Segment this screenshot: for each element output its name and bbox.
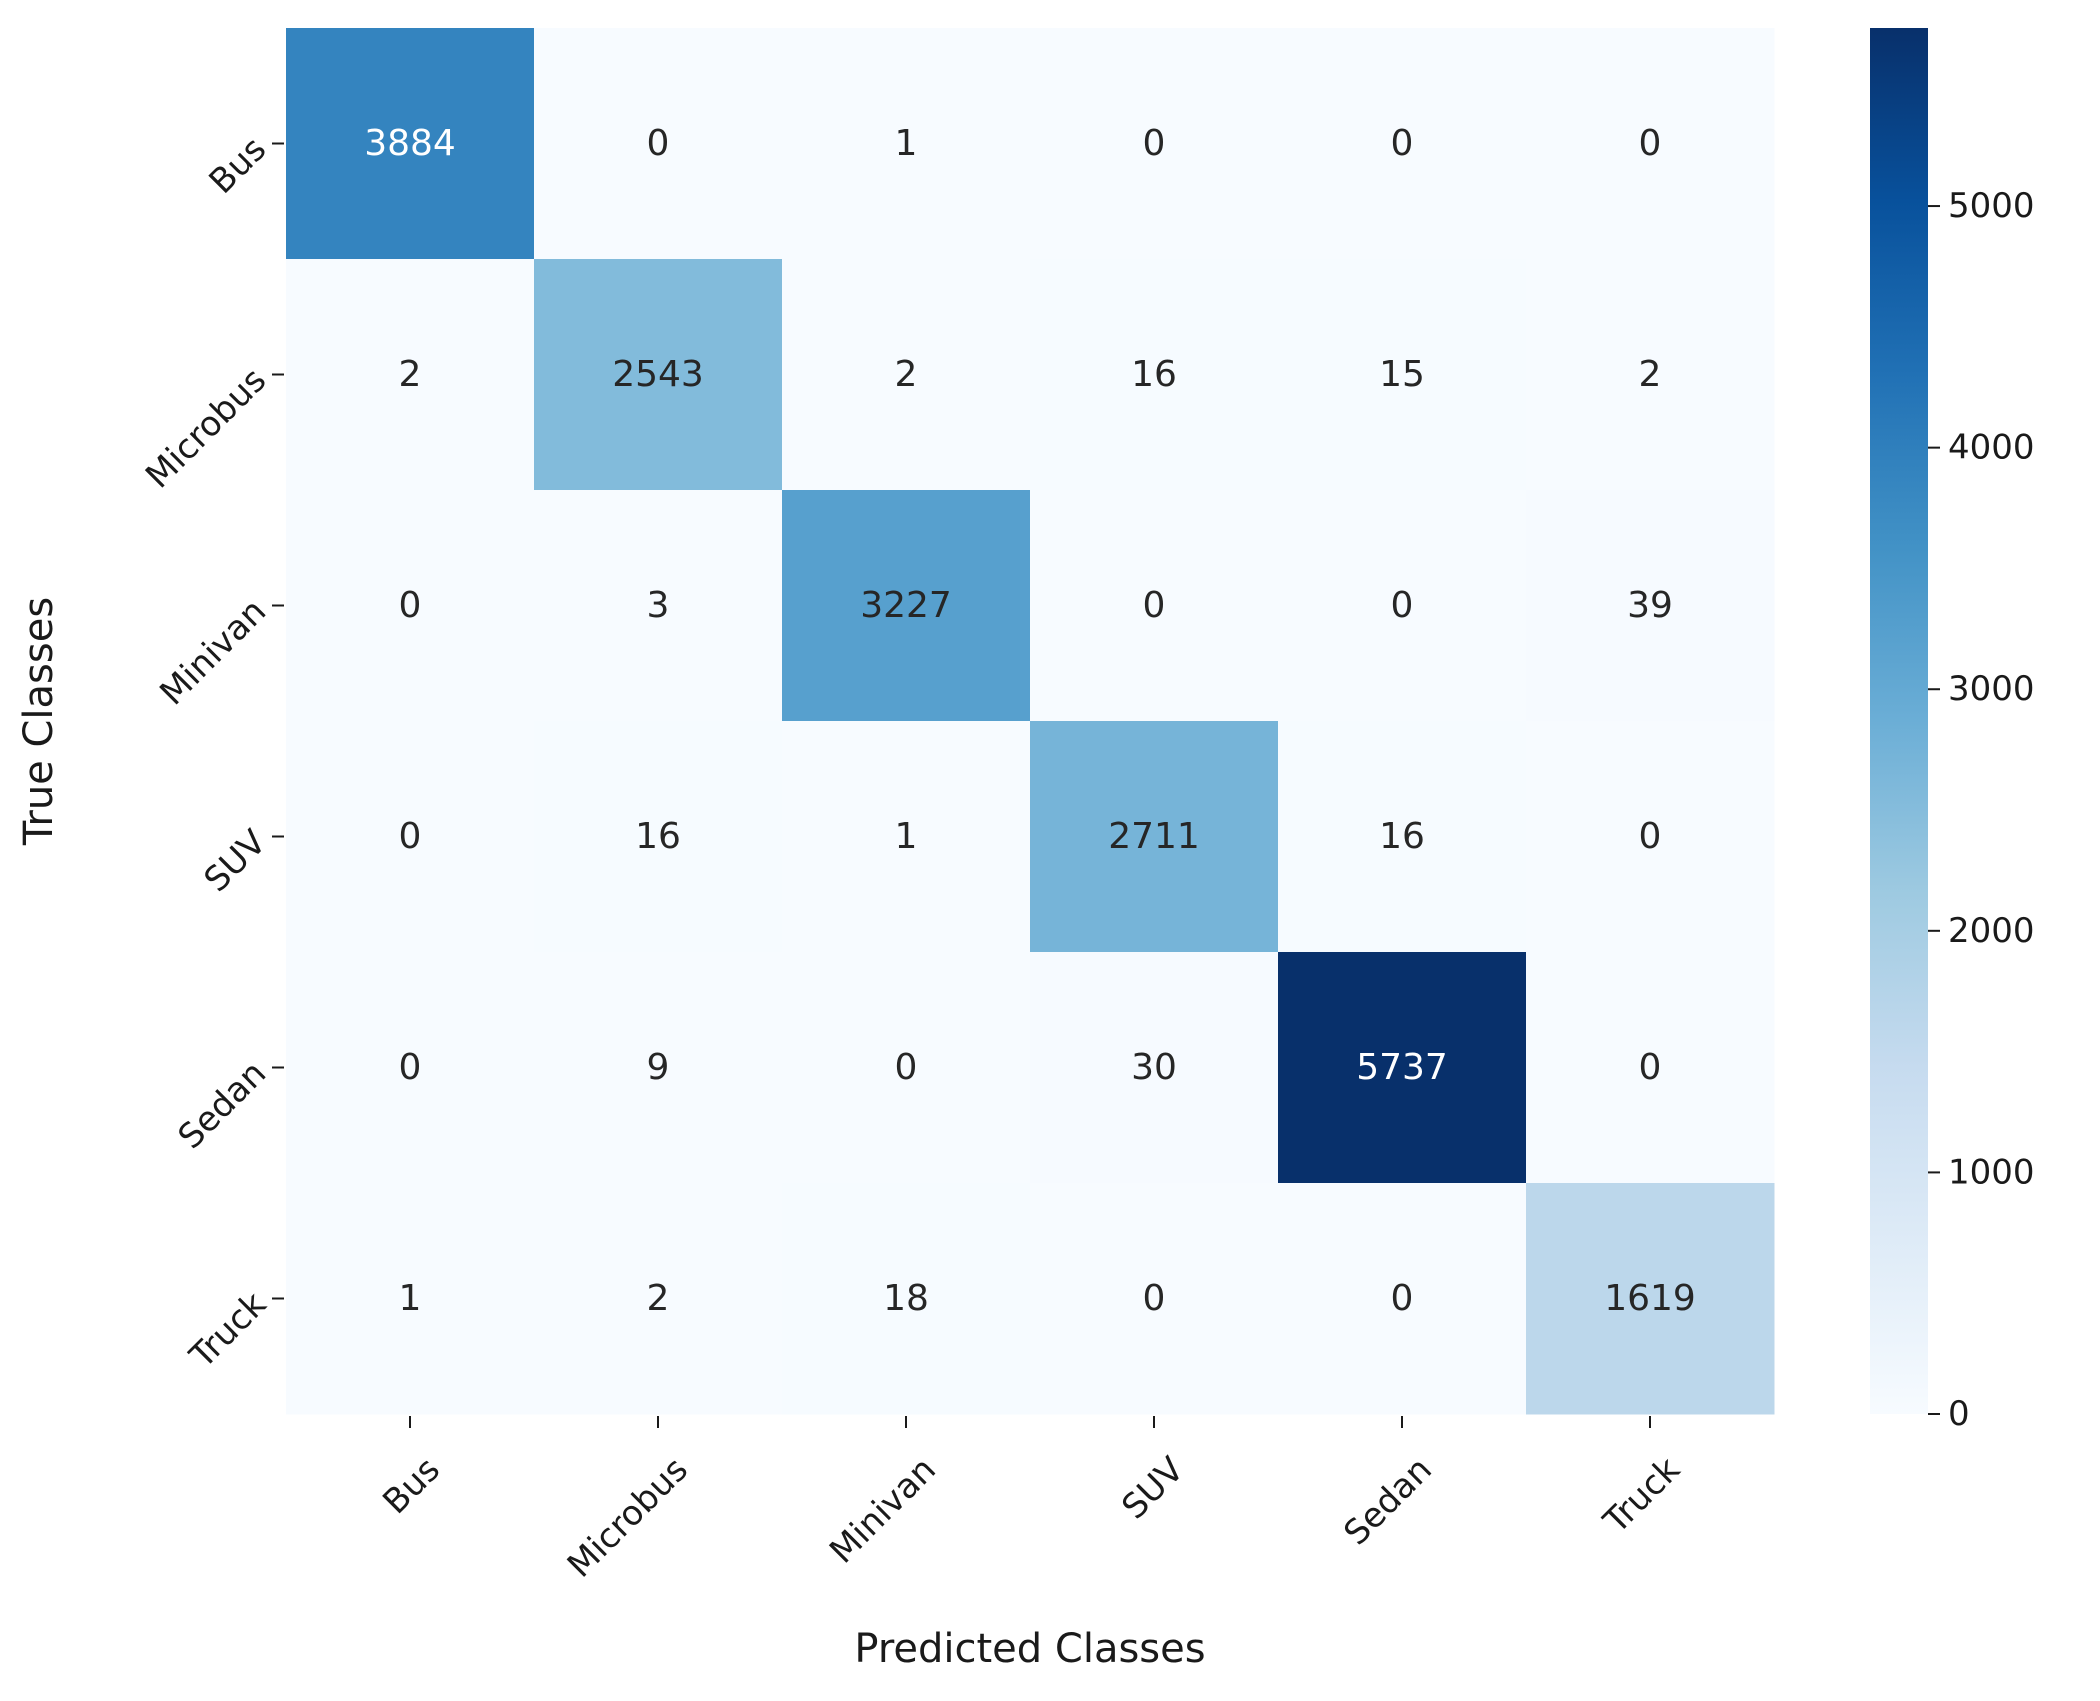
- heatmap-cell-4-1: [534, 952, 783, 1184]
- cell-value-2-2: 3227: [860, 585, 952, 626]
- heatmap-cell-3-3: [1030, 721, 1279, 953]
- heatmap-cell-1-1: [534, 259, 783, 491]
- cell-value-2-4: 0: [1391, 585, 1414, 626]
- heatmap-cell-0-4: [1278, 28, 1527, 260]
- cell-value-5-5: 1619: [1604, 1278, 1696, 1319]
- heatmap-cell-5-1: [534, 1183, 783, 1415]
- colorbar-tick-label-2: 2000: [1948, 911, 2035, 951]
- y-axis-title: True Classes: [16, 597, 62, 846]
- cell-value-5-2: 18: [883, 1278, 929, 1319]
- cell-value-1-0: 2: [399, 354, 422, 395]
- cell-value-0-0: 3884: [364, 123, 456, 164]
- x-axis-ticks: Bus Microbus Minivan SUV Sedan Truck: [375, 1416, 1688, 1586]
- colorbar-tick-label-3: 3000: [1948, 669, 2035, 709]
- x-tick-label-5: Truck: [1595, 1449, 1688, 1542]
- cell-value-3-0: 0: [399, 816, 422, 857]
- y-tick-label-4: Sedan: [171, 1053, 275, 1157]
- cell-value-0-1: 0: [647, 123, 670, 164]
- colorbar-tick-label-0: 0: [1948, 1394, 1970, 1434]
- x-tick-label-1: Microbus: [560, 1450, 696, 1586]
- heatmap-cell-4-3: [1030, 952, 1279, 1184]
- heatmap-cell-1-4: [1278, 259, 1527, 491]
- y-tick-label-0: Bus: [202, 129, 275, 202]
- cell-value-1-5: 2: [1639, 354, 1662, 395]
- cell-value-3-3: 2711: [1108, 816, 1200, 857]
- heatmap-cell-2-0: [286, 490, 535, 722]
- y-tick-label-3: SUV: [197, 822, 275, 900]
- cell-value-3-1: 16: [635, 816, 681, 857]
- heatmap-annotations: 3884 0 1 0 0 0 2 2543 2 16 15 2 0 3 3227 0 0 39 0 16 1 2711 16…: [364, 123, 1696, 1319]
- cell-value-4-1: 9: [647, 1047, 670, 1088]
- cell-value-1-4: 15: [1379, 354, 1425, 395]
- heatmap-cell-4-5: [1526, 952, 1775, 1184]
- y-axis-ticks: Bus Microbus Minivan SUV Sedan Truck: [138, 129, 284, 1377]
- heatmap-cell-5-0: [286, 1183, 535, 1415]
- y-tick-label-1: Microbus: [138, 360, 274, 496]
- heatmap-cell-5-2: [782, 1183, 1031, 1415]
- heatmap-cell-4-0: [286, 952, 535, 1184]
- cell-value-4-0: 0: [399, 1047, 422, 1088]
- x-tick-label-3: SUV: [1114, 1450, 1192, 1528]
- heatmap-cell-0-5: [1526, 28, 1775, 260]
- heatmap-cell-2-2: [782, 490, 1031, 722]
- cell-value-1-3: 16: [1131, 354, 1177, 395]
- heatmap-cell-3-1: [534, 721, 783, 953]
- cell-value-4-5: 0: [1639, 1047, 1662, 1088]
- x-tick-label-0: Bus: [375, 1450, 448, 1523]
- y-tick-label-5: Truck: [182, 1284, 275, 1377]
- heatmap-cell-3-4: [1278, 721, 1527, 953]
- cell-value-3-5: 0: [1639, 816, 1662, 857]
- heatmap-cell-1-5: [1526, 259, 1775, 491]
- heatmap-cells: [286, 28, 1775, 1415]
- heatmap-cell-5-5: [1526, 1183, 1775, 1415]
- heatmap-cell-2-5: [1526, 490, 1775, 722]
- cell-value-4-4: 5737: [1356, 1047, 1448, 1088]
- x-axis-title: Predicted Classes: [854, 1626, 1205, 1672]
- heatmap-cell-2-4: [1278, 490, 1527, 722]
- heatmap-cell-1-0: [286, 259, 535, 491]
- heatmap-cell-1-2: [782, 259, 1031, 491]
- cell-value-3-4: 16: [1379, 816, 1425, 857]
- heatmap-cell-3-0: [286, 721, 535, 953]
- heatmap-cell-0-0: [286, 28, 535, 260]
- cell-value-1-2: 2: [895, 354, 918, 395]
- colorbar-tick-label-1: 1000: [1948, 1152, 2035, 1192]
- cell-value-5-1: 2: [647, 1278, 670, 1319]
- heatmap-cell-2-1: [534, 490, 783, 722]
- colorbar-tick-label-5: 5000: [1948, 186, 2035, 226]
- y-tick-label-2: Minivan: [152, 591, 274, 713]
- cell-value-2-3: 0: [1143, 585, 1166, 626]
- cell-value-2-1: 3: [647, 585, 670, 626]
- heatmap-cell-4-4: [1278, 952, 1527, 1184]
- x-tick-label-4: Sedan: [1336, 1450, 1440, 1554]
- cell-value-2-0: 0: [399, 585, 422, 626]
- cell-value-1-1: 2543: [612, 354, 704, 395]
- cell-value-5-3: 0: [1143, 1278, 1166, 1319]
- cell-value-5-4: 0: [1391, 1278, 1414, 1319]
- heatmap-cell-4-2: [782, 952, 1031, 1184]
- cell-value-0-3: 0: [1143, 123, 1166, 164]
- heatmap-cell-5-3: [1030, 1183, 1279, 1415]
- heatmap-cell-5-4: [1278, 1183, 1527, 1415]
- cell-value-4-2: 0: [895, 1047, 918, 1088]
- cell-value-0-5: 0: [1639, 123, 1662, 164]
- colorbar: [1870, 28, 1928, 1414]
- colorbar-tick-label-4: 4000: [1948, 428, 2035, 468]
- colorbar-ticks: 0 1000 2000 3000 4000 5000: [1928, 186, 2035, 1434]
- heatmap-cell-0-2: [782, 28, 1031, 260]
- cell-value-0-4: 0: [1391, 123, 1414, 164]
- heatmap-cell-3-2: [782, 721, 1031, 953]
- heatmap-cell-2-3: [1030, 490, 1279, 722]
- cell-value-3-2: 1: [895, 816, 918, 857]
- cell-value-5-0: 1: [399, 1278, 422, 1319]
- cell-value-4-3: 30: [1131, 1047, 1177, 1088]
- cell-value-2-5: 39: [1627, 585, 1673, 626]
- heatmap-cell-3-5: [1526, 721, 1775, 953]
- x-tick-label-2: Minivan: [822, 1450, 944, 1572]
- heatmap-cell-0-1: [534, 28, 783, 260]
- cell-value-0-2: 1: [895, 123, 918, 164]
- heatmap-cell-1-3: [1030, 259, 1279, 491]
- heatmap-cell-0-3: [1030, 28, 1279, 260]
